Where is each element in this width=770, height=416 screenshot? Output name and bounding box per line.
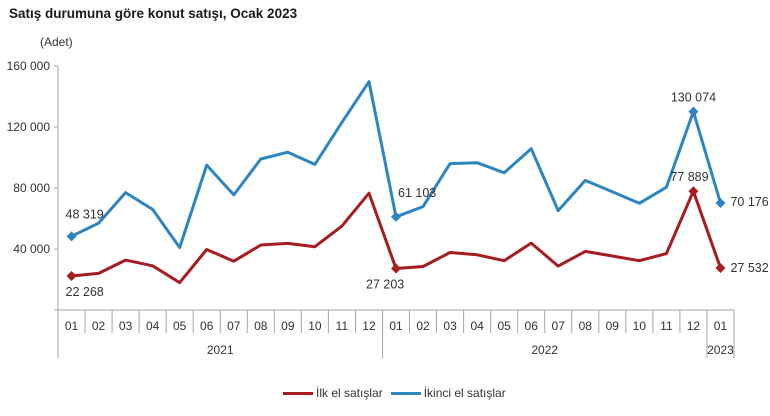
data-label: 48 319 [66, 207, 104, 221]
legend-item-first-hand: İlk el satışlar [283, 386, 383, 400]
x-tick-label: 04 [470, 319, 484, 333]
x-year-label: 2023 [707, 343, 734, 357]
x-tick-label: 03 [443, 319, 457, 333]
series-line-second-hand [70, 80, 722, 249]
legend-item-second-hand: İkinci el satışlar [390, 386, 506, 400]
data-label: 27 532 [730, 261, 768, 275]
y-unit-label: (Adet) [40, 35, 73, 49]
data-label: 77 889 [670, 170, 708, 184]
data-point-marker [66, 231, 77, 242]
data-point-marker [715, 263, 726, 274]
x-tick-label: 01 [714, 319, 728, 333]
x-year-label: 2021 [207, 343, 234, 357]
legend-label-second-hand: İkinci el satışlar [423, 386, 506, 400]
data-point-marker [391, 263, 401, 274]
data-point-marker [391, 211, 401, 222]
data-label: 61 103 [398, 186, 436, 200]
x-tick-label: 09 [606, 319, 620, 333]
data-label: 70 176 [730, 195, 768, 209]
legend: İlk el satışlar İkinci el satışlar [283, 386, 514, 400]
legend-swatch-second-hand [390, 391, 421, 395]
data-label: 130 074 [671, 91, 716, 105]
y-tick-label: 40 000 [13, 242, 50, 256]
x-tick-label: 11 [336, 319, 349, 333]
x-tick-label: 11 [660, 319, 673, 333]
x-tick-label: 08 [579, 319, 593, 333]
x-tick-label: 02 [416, 319, 430, 333]
data-point-marker [715, 197, 726, 208]
legend-label-first-hand: İlk el satışlar [316, 386, 383, 400]
data-point-marker [66, 271, 77, 282]
x-tick-label: 05 [173, 319, 187, 333]
x-tick-label: 12 [687, 319, 701, 333]
x-tick-label: 06 [525, 319, 539, 333]
legend-swatch-first-hand [283, 391, 313, 395]
x-tick-label: 07 [552, 319, 566, 333]
x-tick-label: 03 [119, 319, 133, 333]
x-tick-label: 05 [497, 319, 511, 333]
y-tick-label: 80 000 [13, 181, 50, 195]
x-tick-label: 01 [389, 319, 403, 333]
data-label: 22 268 [66, 285, 104, 299]
x-tick-label: 08 [254, 319, 268, 333]
y-tick-label: 120 000 [7, 120, 51, 134]
x-tick-label: 10 [633, 319, 647, 333]
y-tick-label: 160 000 [7, 59, 51, 73]
x-tick-label: 09 [281, 319, 295, 333]
x-tick-label: 01 [65, 319, 79, 333]
chart-title: Satış durumuna göre konut satışı, Ocak 2… [9, 6, 298, 21]
data-point-marker [688, 106, 699, 117]
x-tick-label: 06 [200, 319, 214, 333]
data-label: 27 203 [366, 278, 404, 292]
x-tick-label: 02 [92, 319, 106, 333]
x-tick-label: 12 [362, 319, 376, 333]
x-tick-label: 07 [227, 319, 241, 333]
x-tick-label: 04 [146, 319, 160, 333]
x-year-label: 2022 [531, 343, 558, 357]
x-tick-label: 10 [308, 319, 322, 333]
data-point-marker [688, 186, 699, 197]
